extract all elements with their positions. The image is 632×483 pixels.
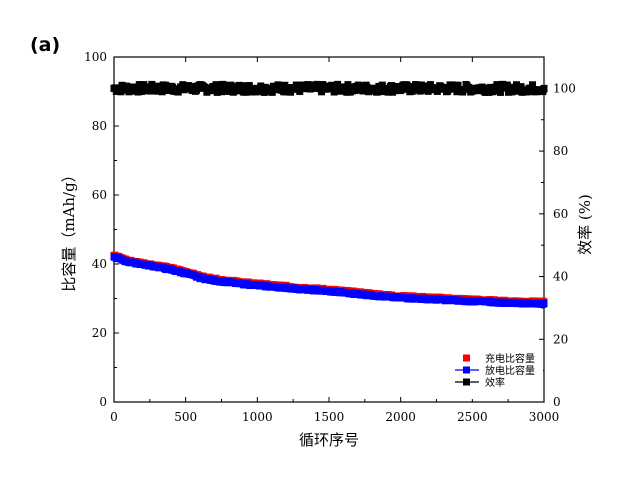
series-1 — [110, 253, 548, 308]
x-tick-label: 500 — [174, 410, 197, 424]
x-axis-title: 循环序号 — [299, 431, 359, 449]
cycle-marker — [408, 87, 416, 95]
x-tick-label: 0 — [110, 410, 118, 424]
cycle-marker — [412, 81, 420, 89]
cycle-marker — [318, 88, 326, 96]
y-left-tick-label: 40 — [92, 257, 107, 271]
x-tick-label: 2500 — [457, 410, 488, 424]
legend-marker — [463, 378, 470, 386]
cycle-marker — [230, 87, 238, 95]
legend-marker — [463, 354, 470, 362]
y-left-tick-label: 20 — [92, 326, 107, 340]
y-left-tick-label: 80 — [92, 119, 107, 133]
cycle-marker — [179, 81, 187, 89]
cycle-marker — [378, 81, 386, 89]
cycle-marker — [416, 87, 424, 95]
cycle-marker — [227, 81, 235, 89]
plot-frame — [113, 56, 545, 403]
legend-marker — [463, 366, 470, 374]
y-left-axis-title: 比容量（mAh/g） — [60, 167, 78, 291]
cycle-marker — [540, 299, 548, 307]
cycle-marker — [424, 87, 432, 95]
cycle-marker — [242, 88, 250, 96]
cycle-marker — [454, 81, 462, 89]
y-left-tick-label: 60 — [92, 188, 107, 202]
y-right-tick-label: 0 — [553, 395, 561, 409]
cycle-marker — [257, 82, 265, 90]
legend-label: 放电比容量 — [485, 364, 535, 377]
x-tick-label: 1000 — [242, 410, 273, 424]
legend-label: 充电比容量 — [485, 352, 535, 365]
cycle-marker — [148, 80, 156, 88]
series-2 — [110, 80, 548, 96]
legend-label: 效率 — [485, 376, 505, 389]
y-right-tick-label: 80 — [553, 144, 568, 158]
cycle-marker — [237, 82, 245, 90]
y-right-tick-label: 100 — [553, 81, 576, 95]
y-right-tick-label: 40 — [553, 270, 568, 284]
cycle-marker — [344, 81, 352, 89]
cycle-marker — [496, 88, 504, 96]
cycle-marker — [540, 85, 548, 93]
y-right-tick-label: 60 — [553, 207, 568, 221]
y-left-tick-label: 100 — [84, 50, 107, 64]
y-left-tick-label: 0 — [99, 395, 107, 409]
panel-label: (a) — [30, 34, 61, 56]
cycle-marker — [281, 81, 289, 89]
cycle-marker — [268, 88, 276, 96]
y-right-tick-label: 20 — [553, 332, 568, 346]
x-tick-label: 1500 — [314, 410, 345, 424]
x-tick-label: 3000 — [529, 410, 560, 424]
cycle-marker — [193, 86, 201, 94]
y-right-axis-title: 效率 (%) — [576, 194, 594, 255]
cycle-marker — [517, 83, 525, 91]
cycle-marker — [529, 81, 537, 89]
x-tick-label: 2000 — [385, 410, 416, 424]
